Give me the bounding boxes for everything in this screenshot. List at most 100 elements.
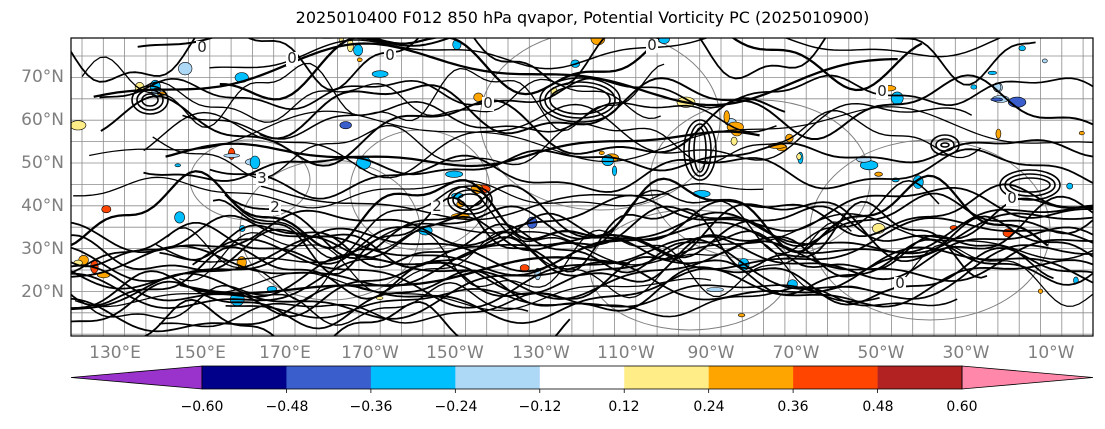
colorbar-segment [202, 366, 287, 389]
lat-label: 20°N [21, 282, 64, 302]
pv-contour-line [143, 298, 571, 336]
colorbar-segment [877, 366, 963, 389]
pv-contour-line [143, 102, 973, 179]
anomaly-region [174, 163, 182, 168]
contour-label: 2 [270, 198, 280, 216]
jet-contour-line [71, 246, 1093, 320]
colorbar-outline [201, 365, 963, 390]
jet-contour-line [71, 187, 1093, 254]
anomaly-region [987, 70, 997, 75]
contour-label-bg [286, 52, 298, 66]
anomaly-region [990, 97, 1003, 102]
contour-label: 0 [647, 36, 657, 54]
closed-contour [549, 85, 611, 115]
jet-contour-line [71, 239, 1093, 310]
contour-label: 0 [1007, 189, 1017, 207]
colorbar-segment [286, 366, 372, 389]
anomaly-region [611, 165, 617, 177]
anomaly-region [339, 121, 352, 130]
anomaly-region [371, 70, 389, 78]
colorbar-tick-label: −0.48 [265, 399, 309, 415]
colorbar-segment [455, 366, 541, 389]
lat-label: 50°N [21, 153, 64, 173]
pv-contour-lines [71, 38, 1093, 336]
anomaly-region [706, 287, 724, 292]
lon-label: 150°E [174, 343, 226, 363]
pv-contour-line [165, 130, 760, 168]
anomaly-region [730, 136, 738, 146]
lon-label: 10°W [1027, 343, 1075, 363]
pv-contour-line [260, 185, 669, 221]
closed-contour [447, 185, 493, 215]
contour-label: 3 [257, 169, 267, 187]
pv-contour-line [100, 95, 786, 167]
closed-contour [688, 123, 712, 177]
anomaly-region [796, 153, 802, 160]
colorbar-segment [793, 366, 878, 389]
lon-label: 150°W [426, 343, 484, 363]
lat-label: 60°N [21, 110, 64, 130]
jet-contour-line [71, 259, 1093, 333]
pv-contour-line [99, 74, 1093, 111]
closed-contour [452, 189, 488, 211]
closed-contour [539, 77, 621, 123]
anomaly-region [473, 92, 484, 102]
closed-contour [1004, 173, 1056, 197]
lat-label: 30°N [21, 239, 64, 259]
colorbar-extend-high [961, 365, 1094, 390]
closed-contour [457, 193, 483, 207]
lon-label: 130°W [512, 343, 570, 363]
jet-contour-line [71, 217, 1093, 288]
colorbar-segment [624, 366, 709, 389]
closed-contour [935, 138, 955, 152]
anomaly-region [174, 211, 185, 224]
map-frame [70, 37, 1094, 337]
contour-label-bg [1006, 192, 1018, 206]
anomaly-region [445, 170, 464, 178]
pv-contour-line [182, 101, 777, 140]
jet-contour-line [71, 247, 1093, 330]
jet-contour-line [71, 197, 1093, 272]
anomaly-region [874, 171, 883, 177]
pv-contour-line [89, 281, 529, 326]
colorbar-tick-label: −0.36 [349, 399, 393, 415]
anomaly-region [598, 150, 605, 155]
closed-contour [683, 119, 717, 181]
colorbar-tick-label: −0.24 [434, 399, 478, 415]
lat-label: 40°N [21, 196, 64, 216]
closed-contour [930, 134, 960, 156]
anomaly-region [970, 84, 978, 90]
jet-contour-line [71, 212, 1093, 290]
colorbar-extend-low [70, 365, 203, 390]
anomaly-region [223, 153, 240, 158]
jet-contour-line [71, 238, 1093, 318]
jet-contour-line [71, 192, 1093, 274]
lon-label: 170°E [259, 343, 311, 363]
contour-label-bg [431, 200, 443, 214]
colorbar-tick-label: 0.60 [946, 399, 978, 415]
closed-contour [544, 81, 616, 119]
contour-label-bg [482, 97, 494, 111]
contour-label: 2 [432, 197, 442, 215]
anomaly-region [353, 44, 363, 57]
anomaly-region [1018, 45, 1026, 52]
closed-contour [141, 93, 159, 107]
contour-label-bg [269, 201, 281, 215]
closed-contour [940, 142, 950, 148]
anomaly-region [249, 155, 261, 170]
colorbar-tick-label: 0.48 [862, 399, 894, 415]
lon-label: 70°W [772, 343, 820, 363]
pv-contour-line [144, 78, 661, 123]
lat-label: 70°N [21, 67, 64, 87]
anomaly-region [101, 205, 112, 214]
colorbar-tick-label: −0.12 [518, 399, 562, 415]
contour-label-bg [384, 49, 396, 63]
colorbar-tick-label: 0.36 [777, 399, 809, 415]
lon-label: 130°E [89, 343, 141, 363]
anomaly-region [1066, 182, 1073, 190]
colorbar-tick-label: 0.24 [693, 399, 725, 415]
anomaly-region [71, 120, 87, 131]
contour-label: 0 [287, 49, 297, 67]
